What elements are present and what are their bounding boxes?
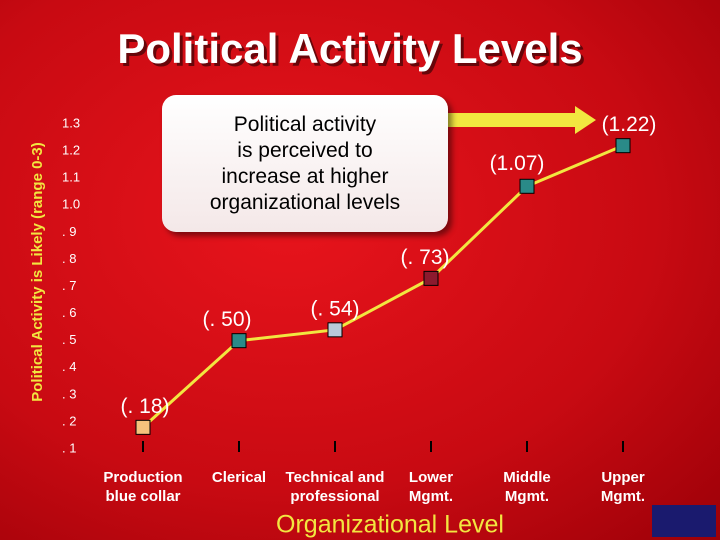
y-tick-label: 1.1: [62, 170, 80, 185]
y-tick-label: . 4: [62, 359, 76, 374]
marker: [423, 270, 439, 286]
x-tick-label: Production blue collar: [103, 469, 183, 505]
y-tick-label: 1.2: [62, 143, 80, 158]
marker: [135, 419, 151, 435]
marker: [327, 322, 343, 338]
y-tick-label: . 9: [62, 224, 76, 239]
x-tick-label: Lower Mgmt.: [408, 469, 454, 505]
data-label: (1.07): [490, 152, 545, 175]
marker: [231, 333, 247, 349]
y-tick-label: 1.0: [62, 197, 80, 212]
y-tick-label: . 3: [62, 386, 76, 401]
x-axis-label: Organizational Level: [276, 511, 504, 539]
y-axis-label: Political Activity is Likely (range 0-3): [29, 142, 46, 402]
x-tick-label: Clerical: [211, 469, 267, 486]
data-label: (. 54): [310, 297, 359, 320]
chart-title: Political Activity Levels: [117, 25, 582, 72]
y-tick-label: . 7: [62, 278, 76, 293]
y-tick-label: . 5: [62, 332, 76, 347]
y-tick-label: 1.3: [62, 115, 80, 130]
chart-title-shadow: Political Activity Levels: [120, 28, 585, 75]
marker: [615, 138, 631, 154]
y-tick-label: . 6: [62, 305, 76, 320]
data-label: (. 73): [400, 246, 449, 269]
data-label: (1.22): [602, 113, 657, 136]
marker: [519, 178, 535, 194]
line: [141, 144, 624, 429]
y-tick-label: . 8: [62, 251, 76, 266]
x-tick-label: Technical and professional: [285, 469, 385, 505]
logo: [652, 505, 716, 537]
y-tick-label: . 2: [62, 413, 76, 428]
annotation: Political activity is perceived to incre…: [162, 95, 448, 232]
x-tick-label: Middle Mgmt.: [503, 469, 551, 505]
y-tick-label: . 1: [62, 440, 76, 455]
arrow: [448, 106, 596, 134]
x-tick-label: Upper Mgmt.: [600, 469, 646, 505]
data-label: (. 18): [120, 395, 169, 418]
data-label: (. 50): [202, 308, 251, 331]
